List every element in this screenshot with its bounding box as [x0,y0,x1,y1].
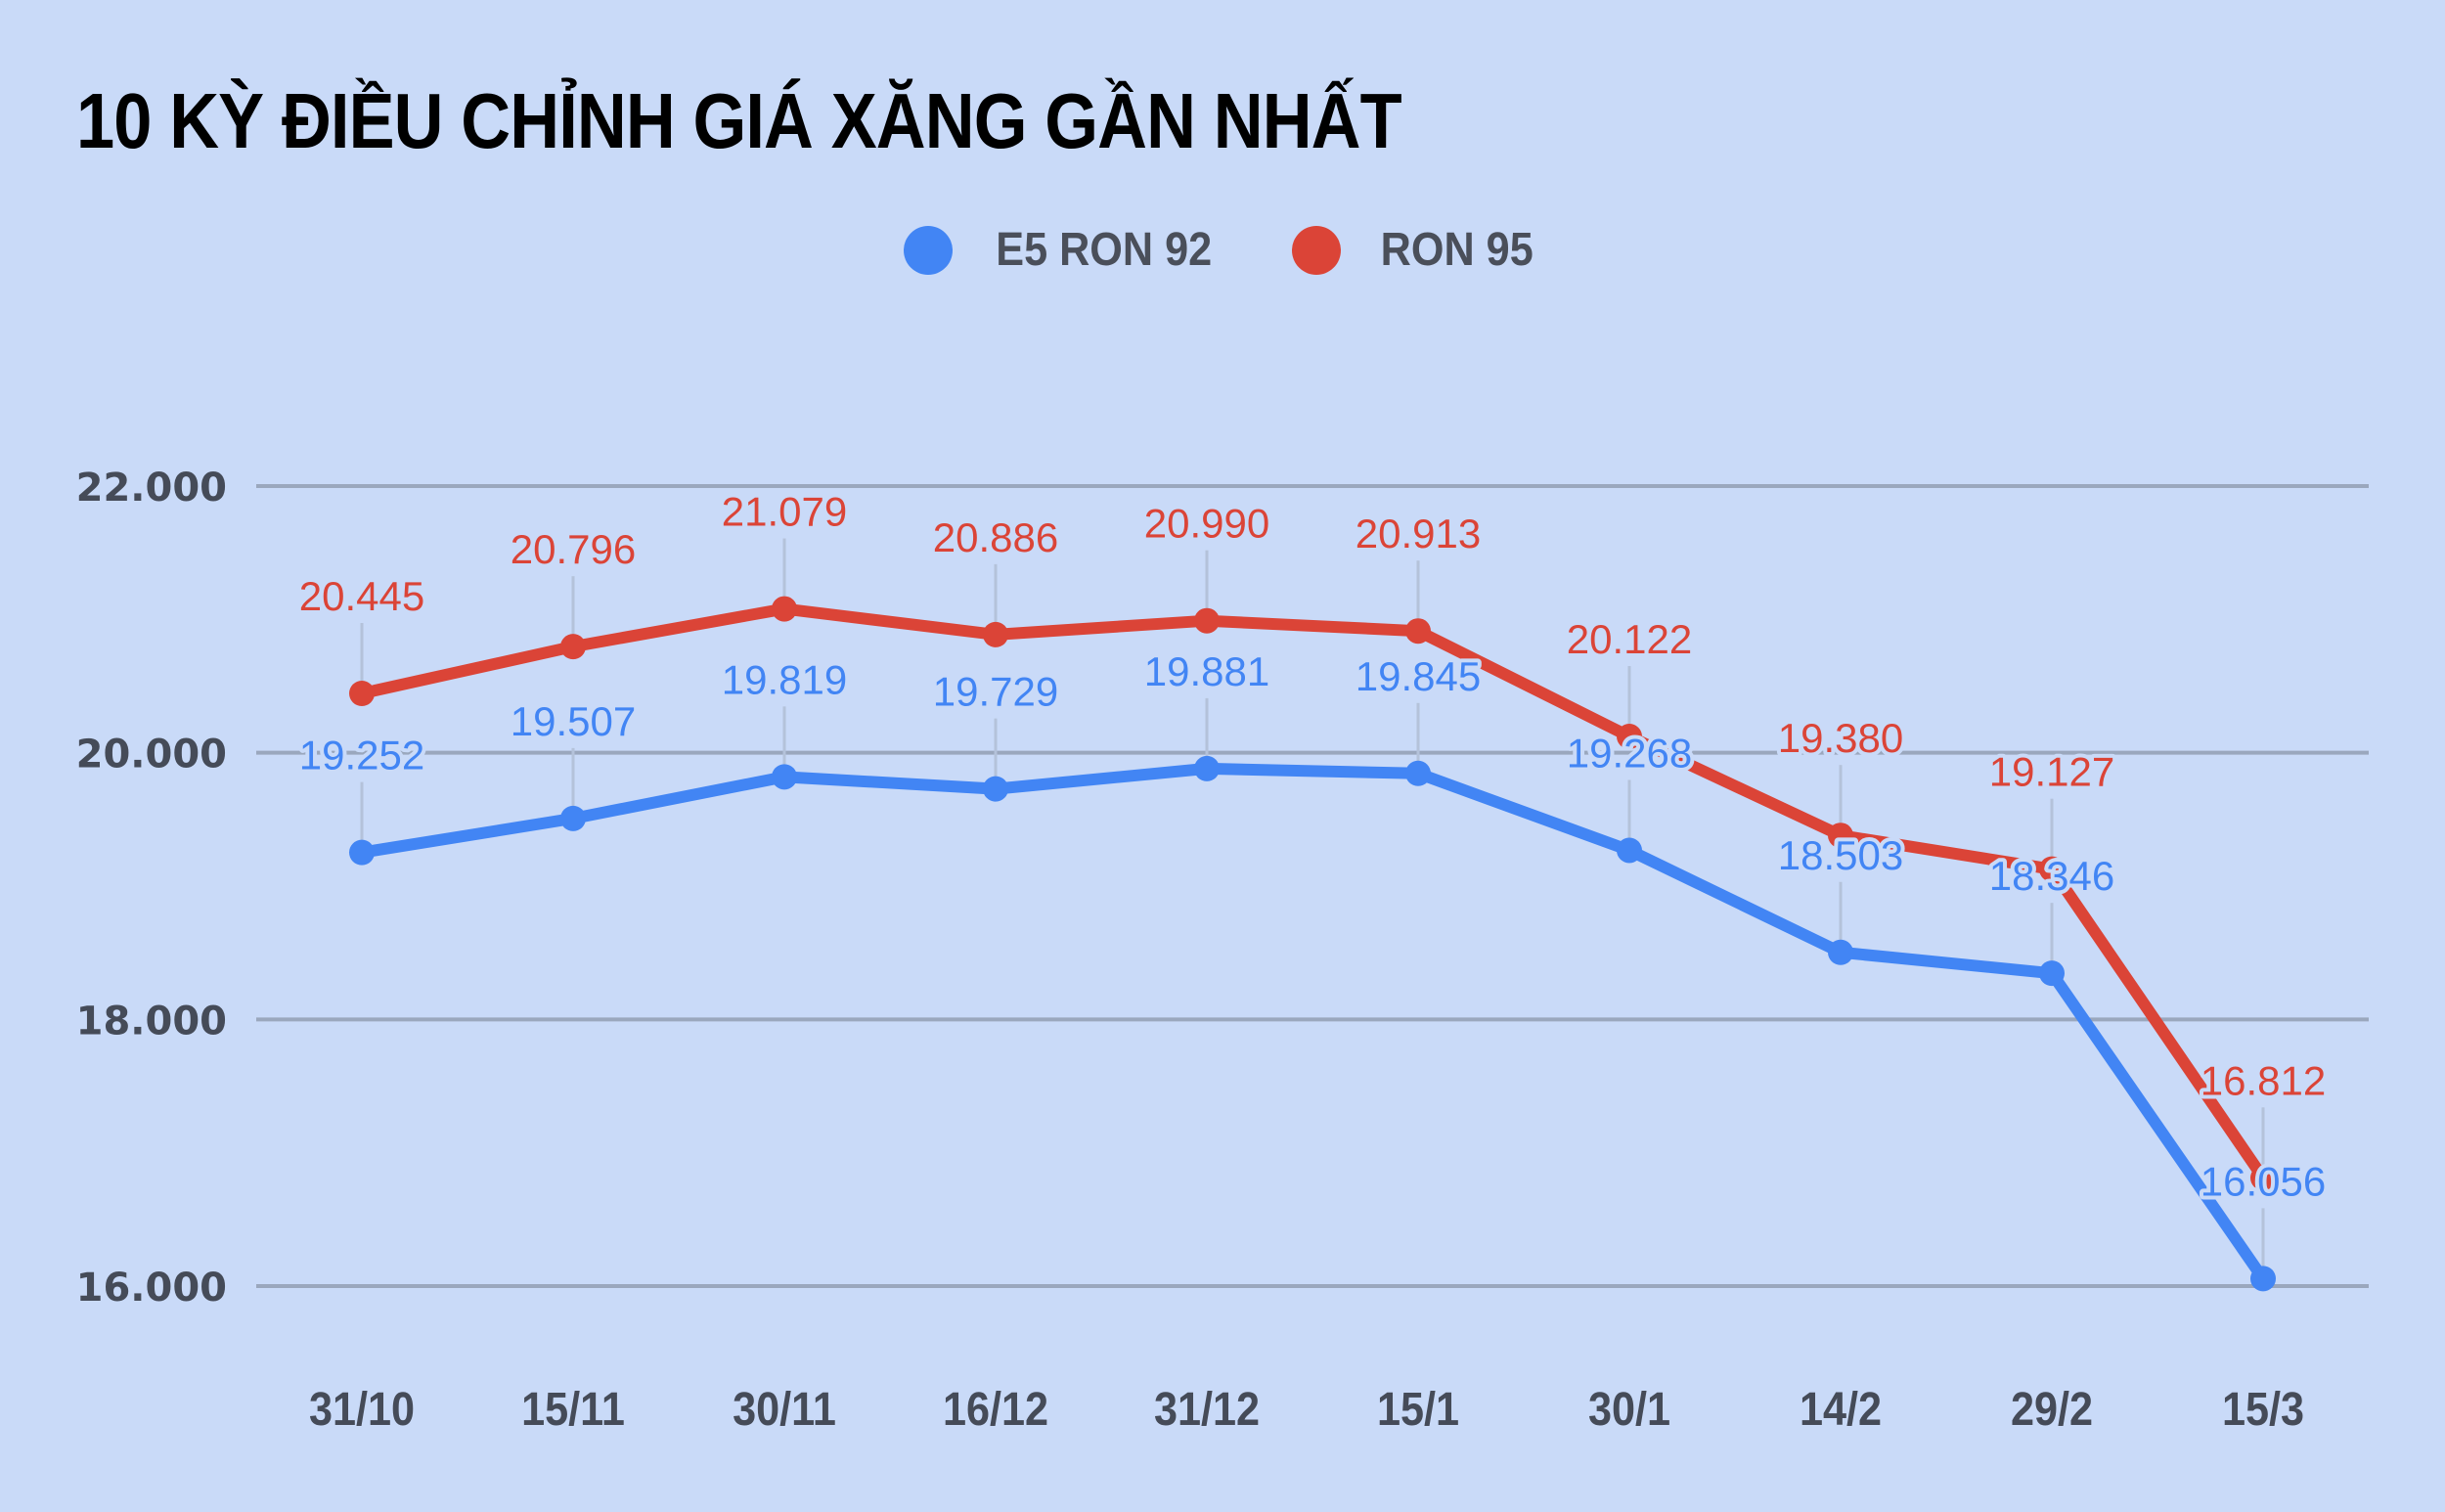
x-tick-label: 31/10 [309,1383,415,1436]
data-label: 19.729 [933,669,1058,715]
data-point [772,764,797,790]
data-label: 20.990 [1144,501,1269,547]
legend-marker-icon [903,225,953,275]
data-label: 20.796 [511,526,636,572]
data-label: 19.268 [1567,730,1692,776]
data-label: 20.886 [933,514,1058,560]
data-label: 18.503 [1778,832,1903,878]
data-label: 19.380 [1778,715,1903,761]
data-label: 18.346 [1989,853,2114,899]
data-point [349,839,375,866]
data-point [1828,939,1853,965]
data-label: 19.819 [722,656,847,702]
data-label: 20.122 [1567,616,1692,662]
data-point [1194,607,1220,634]
legend-marker-icon [1292,225,1342,275]
data-label: 21.079 [722,489,847,535]
x-tick-label: 16/12 [943,1383,1048,1436]
chart-title: 10 KỲ ĐIỀU CHỈNH GIÁ XĂNG GẦN NHẤT [76,77,1402,164]
x-tick-label: 31/12 [1154,1383,1260,1436]
legend-item-ron-95: RON 95 [1292,223,1541,277]
data-point [2039,856,2065,882]
data-point [560,805,586,831]
data-point [1617,724,1642,750]
data-point [2250,1165,2276,1191]
data-point [2039,960,2065,987]
series-lines [349,596,2276,1292]
data-point [1405,760,1431,786]
data-label: 19.845 [1356,653,1481,699]
legend-item-e5-ron-92: E5 RON 92 [903,223,1223,277]
y-tick-label: 22.000 [76,466,227,511]
data-label: 19.252 [299,733,424,778]
legend-label: RON 95 [1380,224,1534,276]
x-axis-labels: 31/10 15/11 30/11 16/12 31/12 15/1 30/1 14/2 29/… [309,1383,2304,1436]
data-point [983,776,1008,802]
y-axis-labels: 16.000 18.000 20.000 22.000 [76,466,227,1311]
x-tick-label: 15/1 [1377,1383,1459,1436]
y-tick-label: 20.000 [76,733,227,778]
x-tick-label: 14/2 [1800,1383,1882,1436]
data-label: 19.507 [511,698,636,744]
x-tick-label: 15/3 [2222,1383,2304,1436]
x-tick-label: 30/1 [1588,1383,1670,1436]
x-tick-label: 30/11 [733,1383,836,1436]
data-point [1828,823,1853,849]
x-tick-label: 29/2 [2011,1383,2093,1436]
label-leader-lines [360,538,2265,1269]
data-label: 20.445 [299,573,424,619]
data-point [1194,755,1220,781]
series-line-ron-95 [360,602,2268,1181]
data-label: 19.881 [1144,648,1269,694]
data-label: 16.812 [2200,1057,2326,1103]
data-label: 20.913 [1356,511,1481,556]
chart-legend: E5 RON 92 RON 95 [0,223,2445,277]
data-point [560,634,586,660]
x-tick-label: 15/11 [521,1383,625,1436]
data-point [772,596,797,622]
data-point [349,680,375,706]
gridlines [256,484,2369,1288]
y-tick-label: 16.000 [76,1266,227,1311]
legend-label: E5 RON 92 [995,224,1212,276]
data-label: 16.056 [2200,1158,2326,1204]
data-labels: 19.252 19.507 19.819 19.729 19.881 19.845 19.2… [295,485,2330,1209]
data-label: 19.127 [1989,749,2114,795]
data-point [983,621,1008,647]
data-point [1405,618,1431,645]
data-point [1617,837,1642,864]
series-line-e5-ron-92 [361,762,2268,1282]
data-point [2250,1266,2276,1292]
y-tick-label: 18.000 [76,999,227,1044]
